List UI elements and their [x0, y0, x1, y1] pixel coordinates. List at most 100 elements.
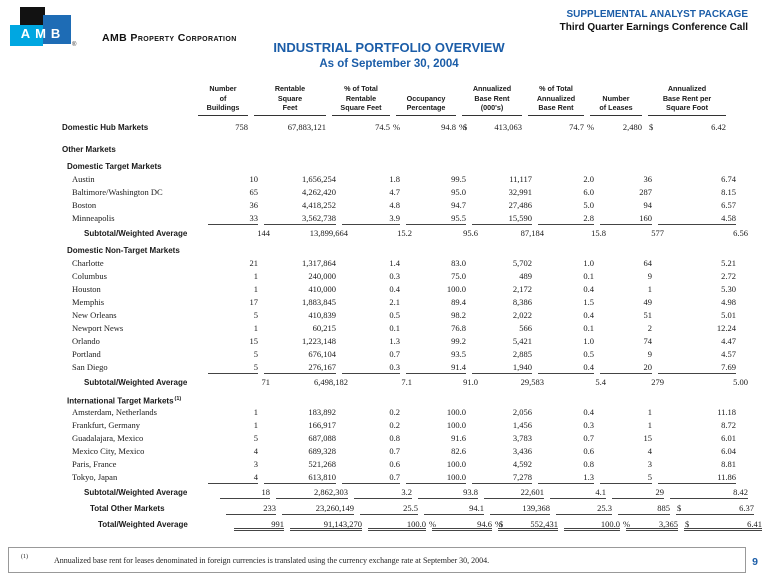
cell-annualized-base-rent: 2,885: [512, 348, 532, 359]
cell-pct-total-abr: 1.5: [583, 296, 594, 307]
cell-annualized-base-rent: 3,436: [512, 445, 532, 456]
column-header-occupancy: Occupancy Percentage: [396, 94, 456, 116]
percent-sign: %: [429, 518, 437, 529]
table-row: Boston 36 4,418,252 4.8 94.7 27,486 5.0 94 6.57: [62, 199, 736, 212]
cell-pct-total-sf: 0.8: [389, 432, 400, 443]
column-header-annualized-base-rent: Annualized Base Rent (000's): [462, 84, 522, 116]
cell-occupancy: 83.0: [451, 257, 466, 268]
row-label: Tokyo, Japan: [72, 471, 118, 482]
table-row: Paris, France 3 521,268 0.6 100.0 4,592 0.8 3 8.…: [62, 458, 736, 471]
row-label: Memphis: [72, 296, 105, 307]
title-line1: INDUSTRIAL PORTFOLIO OVERVIEW: [273, 40, 505, 55]
logo-black-square-icon: [20, 7, 45, 25]
document-title: INDUSTRIAL PORTFOLIO OVERVIEW As of Sept…: [0, 40, 778, 72]
cell-buildings: 1: [253, 322, 258, 333]
cell-pct-total-abr: 5.4: [595, 376, 606, 387]
cell-buildings: 758: [235, 121, 248, 132]
cell-abr-per-sf: 4.58: [658, 212, 736, 225]
cell-annualized-base-rent: 8,386: [512, 296, 532, 307]
row-label: Total/Weighted Average: [98, 519, 188, 529]
table-row: Mexico City, Mexico 4 689,328 0.7 82.6 3,436 0…: [62, 445, 736, 458]
percent-sign: %: [587, 121, 595, 132]
cell-pct-total-sf: 0.1: [389, 322, 400, 333]
cell-abr-per-sf: 12.24: [716, 322, 736, 333]
cell-leases: 5: [600, 471, 652, 484]
cell-leases: 9: [647, 348, 652, 359]
cell-abr-per-sf: 4.98: [721, 296, 736, 307]
dollar-sign: $: [677, 502, 682, 513]
cell-annualized-base-rent: 4,592: [512, 458, 532, 469]
cell-buildings: 65: [249, 186, 259, 197]
cell-rentable-sf: 687,088: [308, 432, 336, 443]
cell-pct-total-sf: 3.2: [354, 486, 412, 499]
cell-pct-total-sf: 0.2: [389, 406, 400, 417]
column-header-abr-per-sf: Annualized Base Rent per Square Foot: [648, 84, 726, 116]
cell-leases: 29: [612, 486, 664, 499]
cell-pct-total-abr: 1.0: [583, 257, 594, 268]
cell-abr-per-sf: 5.21: [721, 257, 736, 268]
table-row: Baltimore/Washington DC 65 4,262,420 4.7 95.…: [62, 186, 736, 199]
cell-pct-total-abr: 0.5: [583, 348, 594, 359]
row-label: Total Other Markets: [90, 503, 165, 513]
cell-annualized-base-rent: 1,456: [512, 419, 532, 430]
table-row: Other Markets: [62, 143, 730, 156]
cell-leases: 3: [647, 458, 652, 469]
cell-annualized-base-rent: 15,590: [472, 212, 532, 225]
cell-leases: 885: [618, 502, 670, 515]
logo-letters: AMB: [20, 26, 66, 41]
cell-pct-total-abr: 100.0%: [564, 518, 630, 531]
cell-occupancy: 95.5: [406, 212, 466, 225]
cell-occupancy: 75.0: [451, 270, 466, 281]
row-label: Columbus: [72, 270, 107, 281]
cell-annualized-base-rent: 7,278: [472, 471, 532, 484]
cell-buildings: 1: [253, 270, 258, 281]
cell-pct-total-sf: 0.2: [389, 419, 400, 430]
cell-buildings: 5: [253, 348, 258, 359]
cell-leases: 51: [643, 309, 653, 320]
cell-annualized-base-rent: 5,421: [512, 335, 532, 346]
cell-rentable-sf: 521,268: [308, 458, 336, 469]
row-label: Minneapolis: [72, 212, 115, 223]
cell-leases: 287: [639, 186, 652, 197]
cell-abr-per-sf: 8.81: [721, 458, 736, 469]
cell-pct-total-abr: 6.0: [583, 186, 594, 197]
cell-pct-total-abr: 0.1: [583, 322, 594, 333]
footnote-reference: (1): [174, 395, 182, 402]
cell-occupancy: 99.2: [451, 335, 466, 346]
cell-pct-total-abr: 4.1: [550, 486, 606, 499]
cell-rentable-sf: 676,104: [308, 348, 336, 359]
cell-abr-per-sf: 8.15: [721, 186, 736, 197]
cell-leases: 1: [647, 283, 652, 294]
cell-leases: 2,480: [622, 121, 642, 132]
cell-annualized-base-rent: 2,056: [512, 406, 532, 417]
footnote-marker: (1): [21, 554, 28, 560]
cell-pct-total-sf: 0.6: [389, 458, 400, 469]
cell-buildings: 4: [253, 445, 258, 456]
package-title: SUPPLEMENTAL ANALYST PACKAGE: [566, 9, 749, 20]
cell-pct-total-abr: 0.4: [583, 406, 594, 417]
cell-abr-per-sf: 11.86: [658, 471, 736, 484]
cell-leases: 20: [600, 361, 652, 374]
cell-annualized-base-rent: 29,583: [520, 376, 544, 387]
package-subtitle: Third Quarter Earnings Conference Call: [559, 22, 748, 33]
table-row: Orlando 15 1,223,148 1.3 99.2 5,421 1.0 74 4.47: [62, 335, 736, 348]
cell-occupancy: 82.6: [451, 445, 466, 456]
cell-rentable-sf: 240,000: [308, 270, 336, 281]
cell-annualized-base-rent: 2,022: [512, 309, 532, 320]
cell-leases: 1: [647, 406, 652, 417]
cell-pct-total-sf: 3.9: [342, 212, 400, 225]
cell-annualized-base-rent: 22,601: [484, 486, 544, 499]
cell-rentable-sf: 91,143,270: [290, 518, 362, 531]
cell-occupancy: 100.0: [446, 458, 466, 469]
cell-pct-total-sf: 1.3: [389, 335, 400, 346]
cell-abr-per-sf: 6.56: [733, 227, 748, 238]
cell-pct-total-abr: 0.4: [583, 283, 594, 294]
cell-annualized-base-rent: 32,991: [508, 186, 532, 197]
cell-occupancy: 100.0: [406, 471, 466, 484]
table-row: Houston 1 410,000 0.4 100.0 2,172 0.4 1 5.30: [62, 283, 736, 296]
cell-annualized-base-rent: 489: [519, 270, 532, 281]
percent-sign: %: [495, 518, 503, 529]
cell-pct-total-sf: 0.7: [389, 348, 400, 359]
cell-pct-total-sf: 1.4: [389, 257, 400, 268]
cell-annualized-base-rent: 11,117: [509, 173, 532, 184]
